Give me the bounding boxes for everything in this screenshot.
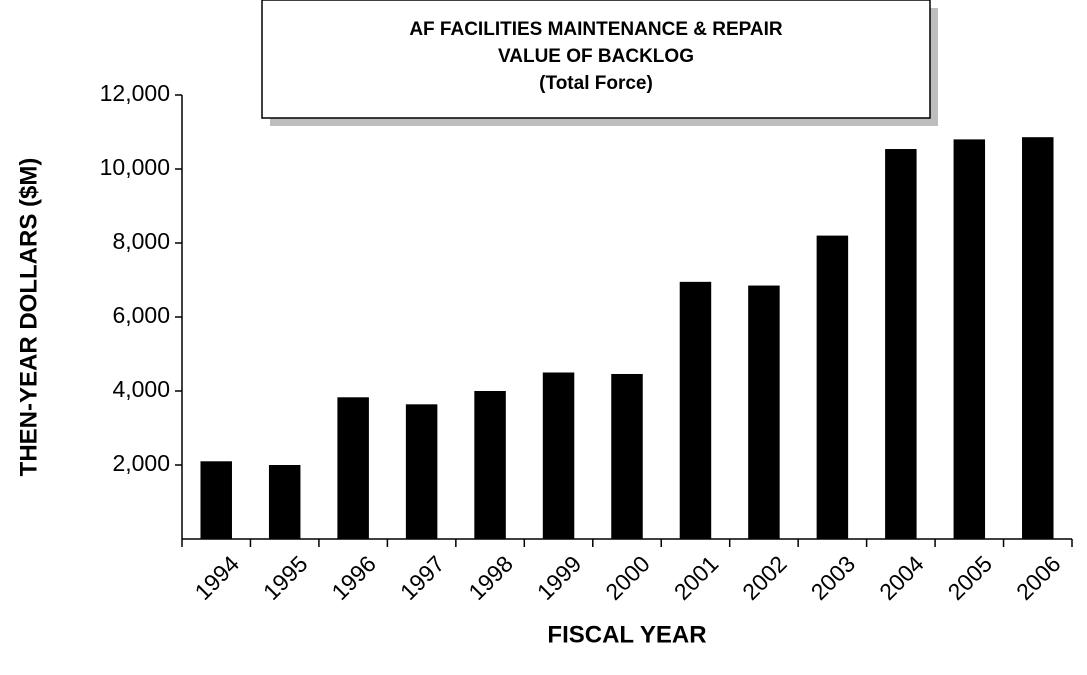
x-tick-label: 2002 <box>737 550 792 605</box>
x-tick-label: 1994 <box>189 550 244 605</box>
bar <box>1022 137 1054 539</box>
bar <box>611 373 643 539</box>
bar <box>816 235 849 539</box>
chart-title: VALUE OF BACKLOG <box>498 46 694 67</box>
x-tick-label: 1995 <box>258 550 313 605</box>
y-tick-label: 2,000 <box>112 450 170 476</box>
chart-title: (Total Force) <box>539 73 653 94</box>
x-tick-label: 2001 <box>669 550 724 605</box>
x-tick-label: 2004 <box>874 550 929 605</box>
y-tick-label: 10,000 <box>100 154 170 180</box>
bar <box>200 461 232 539</box>
x-axis-title: FISCAL YEAR <box>547 621 706 648</box>
bar <box>679 281 712 539</box>
x-tick-label: 1999 <box>532 550 587 605</box>
bar <box>337 397 369 539</box>
bar <box>953 139 986 539</box>
chart-title: AF FACILITIES MAINTENANCE & REPAIR <box>409 19 783 40</box>
title-box <box>261 0 931 119</box>
y-tick-label: 4,000 <box>112 376 170 402</box>
bar <box>268 465 301 539</box>
y-tick-label: 8,000 <box>112 228 170 254</box>
x-tick-label: 1998 <box>463 550 518 605</box>
y-axis-title: THEN-YEAR DOLLARS ($M) <box>15 158 42 477</box>
bar <box>748 285 780 539</box>
bar <box>542 372 575 539</box>
x-tick-label: 2005 <box>943 550 998 605</box>
y-tick-label: 6,000 <box>112 302 170 328</box>
bar <box>405 404 438 539</box>
x-tick-label: 2006 <box>1011 550 1066 605</box>
bar <box>885 149 917 539</box>
x-tick-label: 2003 <box>806 550 861 605</box>
x-tick-label: 2000 <box>600 550 655 605</box>
y-tick-label: 12,000 <box>100 80 170 106</box>
x-tick-label: 1996 <box>326 550 381 605</box>
x-tick-label: 1997 <box>395 550 450 605</box>
bar <box>474 391 506 539</box>
